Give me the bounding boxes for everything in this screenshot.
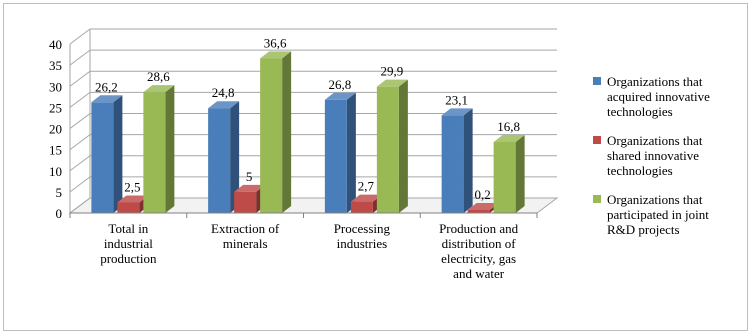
bar-side	[515, 135, 525, 213]
legend-item: Organizations that shared innovative techn…	[593, 133, 743, 178]
legend-swatch	[593, 136, 601, 144]
legend-swatch	[593, 77, 601, 85]
bar	[260, 58, 283, 213]
bar-top	[91, 95, 123, 103]
data-label: 5	[246, 169, 253, 184]
bar	[441, 115, 464, 213]
bar	[234, 191, 257, 213]
bar-top	[376, 79, 408, 87]
gridline-side	[69, 155, 91, 172]
legend-label: participated in joint	[607, 207, 709, 222]
data-label: 16,8	[497, 119, 520, 134]
gridline-side	[69, 28, 91, 45]
bar-side	[113, 95, 123, 213]
legend-label: technologies	[607, 104, 673, 119]
y-tick-label: 40	[49, 37, 62, 52]
bar-top	[260, 51, 292, 59]
x-tick-label: Production and distribution of electricity…	[439, 221, 519, 281]
x-tick-label: Processing industries	[334, 221, 391, 251]
gridline-side	[69, 49, 91, 66]
legend-label: Organizations that	[607, 192, 703, 207]
y-tick-label: 20	[49, 122, 62, 137]
bar-top	[467, 203, 499, 210]
data-label: 24,8	[212, 85, 235, 100]
bar	[467, 210, 490, 213]
legend-label: shared innovative	[607, 148, 700, 163]
y-tick-label: 10	[49, 164, 62, 179]
bar-side	[398, 79, 408, 213]
bar-side	[230, 101, 240, 213]
bar	[143, 92, 166, 213]
bar-top	[493, 135, 525, 143]
bar-top	[117, 195, 149, 203]
data-label: 28,6	[147, 69, 170, 84]
bar-top	[208, 101, 240, 109]
data-label: 26,8	[329, 77, 352, 92]
legend-swatch	[593, 195, 601, 203]
gridline-side	[69, 91, 91, 108]
data-label: 36,6	[264, 35, 287, 50]
y-tick-label: 15	[49, 143, 62, 158]
bar	[117, 202, 140, 213]
data-label: 0,2	[475, 187, 491, 202]
legend-label: acquired innovative	[607, 89, 710, 104]
bar-side	[165, 85, 175, 213]
chart-legend: Organizations that acquired innovative tec…	[593, 74, 743, 251]
legend-item: Organizations that acquired innovative tec…	[593, 74, 743, 119]
bar-side	[346, 92, 356, 213]
bar-side	[282, 51, 292, 213]
bar	[493, 142, 516, 213]
legend-label: technologies	[607, 163, 673, 178]
x-tick-label: Extraction of minerals	[211, 221, 280, 251]
y-tick-label: 0	[56, 206, 63, 221]
bar-top	[143, 85, 175, 93]
y-tick-label: 30	[49, 79, 62, 94]
chart-frame	[3, 3, 748, 331]
gridline-side	[69, 70, 91, 87]
gridline-side	[69, 113, 91, 129]
bar	[208, 108, 231, 213]
gridline-side	[69, 176, 91, 193]
bar-top	[324, 92, 356, 100]
data-label: 2,7	[358, 179, 375, 194]
y-tick-label: 5	[56, 185, 63, 200]
legend-label: R&D projects	[607, 222, 680, 237]
bar-top	[441, 108, 473, 116]
legend-label: Organizations that	[607, 74, 703, 89]
data-label: 2,5	[124, 179, 140, 194]
bar-top	[234, 184, 266, 192]
y-tick-label: 35	[49, 58, 62, 73]
data-label: 26,2	[95, 79, 118, 94]
bar	[324, 99, 347, 213]
data-label: 23,1	[445, 92, 468, 107]
legend-label: Organizations that	[607, 133, 703, 148]
bar-top	[350, 194, 382, 202]
x-tick-label: Total in industrial production	[100, 221, 157, 266]
y-tick-label: 25	[49, 100, 62, 115]
gridline-side	[69, 134, 91, 151]
bar	[350, 201, 373, 213]
legend-item: Organizations that participated in joint R…	[593, 192, 743, 237]
gridline-side	[69, 197, 91, 214]
bar	[376, 86, 399, 213]
bar-side	[463, 108, 473, 213]
bar	[91, 102, 114, 213]
data-label: 29,9	[381, 64, 404, 79]
